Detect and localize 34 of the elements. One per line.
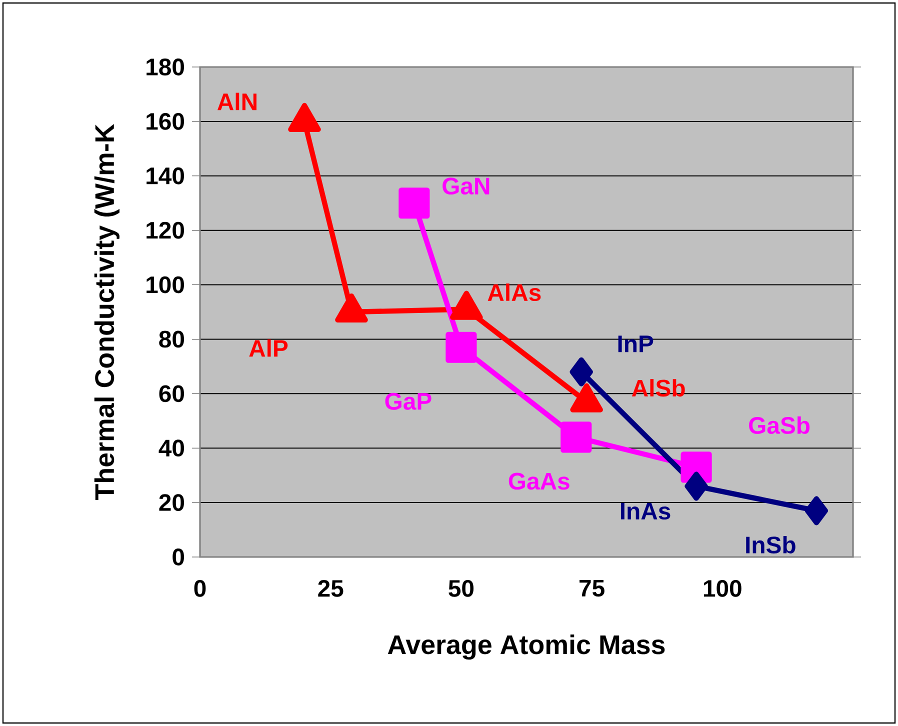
x-tick-label: 25 [318, 580, 344, 597]
point [446, 332, 477, 363]
x-tick-label: 100 [704, 580, 742, 597]
y-tick-label: 0 [172, 548, 184, 566]
annotation: GaSb [749, 416, 810, 434]
annotation: AlN [217, 92, 256, 110]
y-tick-label: 160 [146, 112, 184, 130]
annotation: AlP [249, 339, 288, 357]
x-axis-title: Average Atomic Mass [388, 634, 665, 660]
y-tick-label: 100 [146, 276, 184, 294]
point [560, 422, 592, 453]
x-tick-label: 75 [580, 580, 604, 597]
annotation: InSb [746, 536, 796, 554]
y-tick-label: 40 [158, 440, 184, 457]
y-tick-label: 140 [146, 167, 184, 184]
y-tick-label: 180 [146, 58, 184, 76]
annotation: GaAs [508, 472, 570, 490]
point [684, 472, 708, 501]
annotation: InAs [620, 502, 670, 520]
annotation: AlSb [632, 379, 685, 397]
y-tick-label: 60 [159, 385, 184, 402]
y-tick-label: 80 [159, 330, 184, 348]
x-tick-label: 0 [194, 580, 206, 597]
annotation: AlAs [488, 284, 541, 302]
x-tick-label: 50 [448, 580, 474, 597]
y-tick-label: 20 [159, 494, 184, 512]
point [288, 102, 321, 132]
y-tick-label: 120 [146, 222, 184, 239]
point [570, 357, 593, 386]
annotation: InP [618, 336, 654, 352]
annotation: GaP [385, 392, 432, 410]
annotation: GaN [442, 178, 490, 195]
point [804, 496, 828, 526]
y-axis-title: Thermal Conductivity (W/m-K [94, 124, 120, 500]
